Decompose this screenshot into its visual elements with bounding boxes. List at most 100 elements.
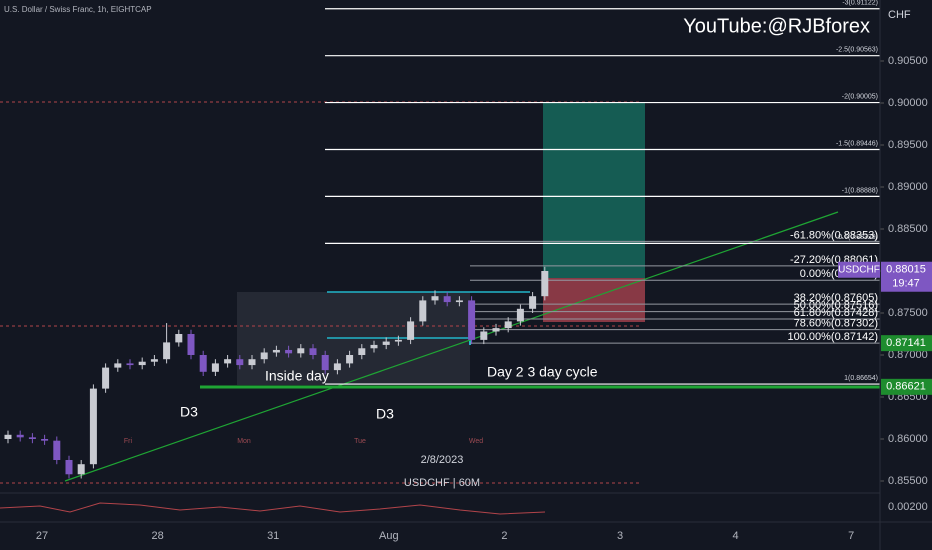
candle-body bbox=[468, 300, 476, 340]
candle-body bbox=[138, 361, 146, 366]
y-tick-label: 0.87500 bbox=[888, 307, 928, 319]
fib-label: 38.20%(0.87605) bbox=[794, 292, 878, 304]
candle-body bbox=[407, 321, 415, 340]
countdown: 19:47 bbox=[892, 278, 920, 290]
candle-body bbox=[187, 334, 195, 355]
watermark: YouTube:@RJBforex bbox=[683, 15, 870, 37]
candle-body bbox=[297, 348, 305, 354]
candle-body bbox=[346, 355, 354, 364]
y-tick-label: 0.86000 bbox=[888, 433, 928, 445]
fib-label: 78.60%(0.87302) bbox=[794, 318, 878, 330]
candle-body bbox=[28, 437, 36, 439]
annotation: D3 bbox=[180, 404, 198, 420]
y-tick-label: 0.90000 bbox=[888, 97, 928, 109]
candle-body bbox=[211, 363, 219, 372]
day-label: Mon bbox=[237, 438, 251, 445]
candle-body bbox=[370, 344, 378, 349]
annotation: Day 2 3 day cycle bbox=[487, 364, 598, 380]
candle-body bbox=[77, 464, 85, 475]
day-label: Fri bbox=[124, 438, 133, 445]
candle-body bbox=[419, 300, 427, 322]
day-label: Tue bbox=[354, 438, 366, 445]
fib-label: -2.5(0.90563) bbox=[836, 47, 878, 54]
fib-label: -3(0.91122) bbox=[842, 0, 878, 7]
candle-body bbox=[236, 359, 244, 366]
price-tag-label: 0.86621 bbox=[886, 381, 926, 393]
x-tick-label: 4 bbox=[733, 530, 739, 542]
candle-body bbox=[394, 339, 402, 342]
fib-label: -2(0.90005) bbox=[842, 93, 878, 100]
fib-label: 50.00%(0.87516) bbox=[794, 300, 878, 312]
candle-body bbox=[102, 367, 110, 389]
candle-body bbox=[65, 460, 73, 475]
candle-body bbox=[89, 388, 97, 465]
y-tick-label: 0.90500 bbox=[888, 55, 928, 67]
candle-body bbox=[529, 296, 537, 309]
annotation: D3 bbox=[376, 406, 394, 422]
y-tick-label: 0.85500 bbox=[888, 475, 928, 487]
x-tick-label: 2 bbox=[501, 530, 507, 542]
candle-body bbox=[114, 363, 122, 368]
x-tick-label: 28 bbox=[151, 530, 163, 542]
candle-body bbox=[16, 434, 24, 438]
target-zone bbox=[543, 103, 645, 278]
y-tick-label: 0.87000 bbox=[888, 349, 928, 361]
candle-body bbox=[333, 363, 341, 371]
x-tick-label: 31 bbox=[267, 530, 279, 542]
candle-body bbox=[126, 363, 134, 366]
fib-label: 0.6(0.88329) bbox=[838, 234, 878, 241]
candle-body bbox=[41, 439, 49, 441]
symbol-tag bbox=[838, 261, 880, 278]
candle-body bbox=[272, 349, 280, 353]
y-tick-label: 0.88500 bbox=[888, 223, 928, 235]
price-tag-label: 0.87141 bbox=[886, 337, 926, 349]
price-tag bbox=[881, 335, 932, 352]
y-tick-label: 0.89500 bbox=[888, 139, 928, 151]
candle-body bbox=[285, 349, 293, 354]
candle-body bbox=[504, 321, 512, 329]
trend-line bbox=[64, 211, 839, 482]
candle-body bbox=[163, 342, 171, 360]
candle-body bbox=[455, 300, 463, 303]
fib-label: -1.5(0.89446) bbox=[836, 140, 878, 147]
x-tick-label: 27 bbox=[36, 530, 48, 542]
fib-label: 61.80%(0.87428) bbox=[794, 307, 878, 319]
candle-body bbox=[260, 352, 268, 360]
x-tick-label: 3 bbox=[617, 530, 623, 542]
symbol: U.S. Dollar / Swiss Franc, 1h, EIGHTCAP bbox=[4, 5, 152, 14]
annotation: 2/8/2023 bbox=[421, 454, 464, 466]
candle-body bbox=[443, 296, 451, 303]
price-tag-label: 0.88015 bbox=[886, 264, 926, 276]
candle-body bbox=[516, 308, 524, 322]
candle-body bbox=[321, 355, 329, 371]
price-tag bbox=[881, 378, 932, 395]
fib-label: 1(0.86654) bbox=[844, 375, 878, 382]
price-tag bbox=[881, 261, 932, 292]
candle-body bbox=[150, 359, 158, 362]
annotation: Inside day bbox=[265, 368, 329, 384]
day-label: Wed bbox=[469, 438, 483, 445]
fib-label: -61.80%(0.88353) bbox=[790, 229, 878, 241]
candle-body bbox=[4, 434, 12, 439]
candle-body bbox=[309, 348, 317, 355]
symbol-tag-label: USDCHF bbox=[838, 264, 880, 275]
candle-body bbox=[541, 271, 549, 297]
currency: CHF bbox=[888, 9, 911, 21]
candle-body bbox=[224, 359, 232, 364]
fib-label: -1(0.88888) bbox=[842, 187, 878, 194]
oscillator bbox=[0, 502, 546, 515]
fib-label: 100.00%(0.87142) bbox=[787, 331, 878, 343]
x-tick-label: 7 bbox=[848, 530, 854, 542]
candle-body bbox=[431, 296, 439, 301]
candle-body bbox=[199, 355, 207, 372]
candle-body bbox=[175, 334, 183, 343]
candle-body bbox=[492, 328, 500, 332]
candle-body bbox=[53, 440, 61, 460]
oscillator-label: 0.00200 bbox=[888, 501, 928, 513]
candle-body bbox=[358, 348, 366, 355]
candle-body bbox=[382, 341, 390, 345]
candle-body bbox=[248, 359, 256, 366]
candle-body bbox=[480, 331, 488, 340]
